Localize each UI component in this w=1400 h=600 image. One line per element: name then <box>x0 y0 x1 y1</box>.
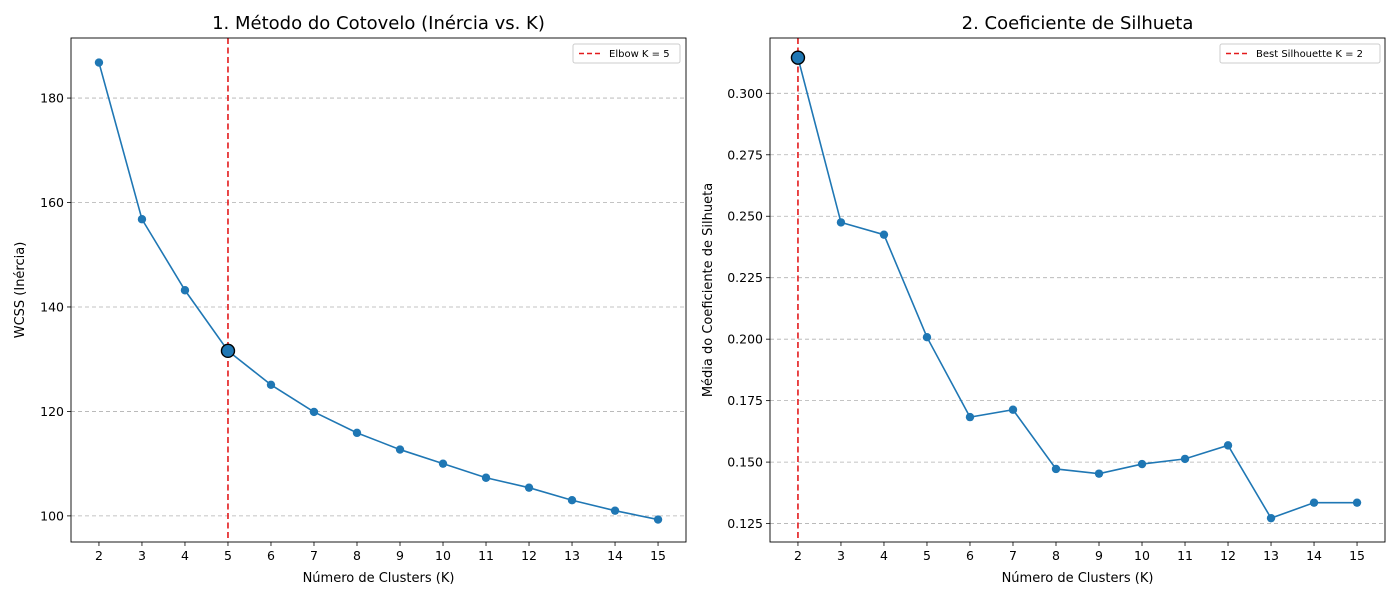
data-point <box>567 496 577 505</box>
data-point <box>309 407 319 417</box>
x-tick-label: 5 <box>224 548 232 563</box>
data-point <box>922 333 932 342</box>
x-tick-label: 11 <box>1177 548 1193 563</box>
x-axis-label: Número de Clusters (K) <box>303 571 455 586</box>
y-tick-label: 0.225 <box>727 270 763 285</box>
y-tick-label: 100 <box>40 508 64 523</box>
data-point <box>352 428 362 438</box>
data-point <box>180 286 190 295</box>
highlight-point <box>220 343 236 359</box>
x-tick-label: 12 <box>1220 548 1236 563</box>
data-point <box>266 380 276 389</box>
x-tick-label: 14 <box>1306 548 1322 563</box>
y-tick-label: 160 <box>40 195 64 210</box>
x-tick-label: 13 <box>564 548 580 563</box>
x-tick-label: 12 <box>521 548 537 563</box>
chart-title: 2. Coeficiente de Silhueta <box>962 13 1194 34</box>
y-tick-label: 0.250 <box>727 209 763 224</box>
data-point <box>524 483 534 492</box>
data-point <box>1266 513 1276 523</box>
legend: Best Silhouette K = 2 <box>1219 43 1381 64</box>
y-tick-label: 0.125 <box>727 516 763 531</box>
data-point <box>1309 498 1319 507</box>
data-point <box>965 412 975 422</box>
x-tick-label: 7 <box>1009 548 1017 563</box>
series-line <box>797 57 1358 520</box>
x-tick-label: 5 <box>923 548 931 563</box>
data-point <box>836 218 846 227</box>
legend-frame <box>572 43 681 64</box>
legend-label: Best Silhouette K = 2 <box>1256 49 1363 60</box>
x-tick-label: 9 <box>1095 548 1103 563</box>
silhouette-chart: 2. Coeficiente de Silhueta Número de Clu… <box>701 13 1386 586</box>
y-tick-label: 0.200 <box>727 332 763 347</box>
data-point <box>1223 441 1233 450</box>
data-point <box>1137 459 1147 469</box>
y-tick-label: 0.150 <box>727 455 763 470</box>
data-point <box>1180 454 1190 464</box>
y-tick-label: 180 <box>40 91 64 106</box>
y-tick-label: 120 <box>40 404 64 419</box>
x-tick-label: 15 <box>650 548 666 563</box>
data-point <box>1094 469 1104 478</box>
x-tick-label: 11 <box>478 548 494 563</box>
data-point <box>481 473 491 482</box>
data-point <box>137 215 147 224</box>
axes-frame <box>70 37 687 543</box>
data-point <box>1051 464 1061 474</box>
x-tick-label: 2 <box>794 548 802 563</box>
x-tick-label: 6 <box>966 548 974 563</box>
x-tick-label: 4 <box>880 548 888 563</box>
data-point <box>610 506 620 515</box>
plot-area <box>94 38 663 542</box>
y-tick-label: 140 <box>40 299 64 314</box>
axis-ticks: 0.125 0.150 0.175 0.200 0.225 0.250 0.275 0.300… <box>727 37 1386 563</box>
y-gridlines <box>770 92 1385 524</box>
x-tick-label: 13 <box>1263 548 1279 563</box>
x-tick-label: 15 <box>1349 548 1365 563</box>
legend-frame <box>1219 43 1381 64</box>
data-point <box>1352 498 1362 507</box>
series-line <box>98 62 659 521</box>
y-axis-label: WCSS (Inércia) <box>13 242 28 339</box>
x-tick-label: 3 <box>837 548 845 563</box>
x-tick-label: 10 <box>1134 548 1150 563</box>
elbow-chart: 1. Método do Cotovelo (Inércia vs. K) Nú… <box>13 13 687 586</box>
data-point <box>438 459 448 468</box>
data-point <box>879 230 889 239</box>
x-tick-label: 3 <box>138 548 146 563</box>
y-gridlines <box>71 97 686 517</box>
x-tick-label: 10 <box>435 548 451 563</box>
legend: Elbow K = 5 <box>572 43 681 64</box>
plot-area <box>790 38 1362 542</box>
axes-frame <box>769 37 1386 543</box>
data-point <box>94 58 104 67</box>
y-tick-label: 0.175 <box>727 393 763 408</box>
data-point <box>395 445 405 454</box>
x-axis-label: Número de Clusters (K) <box>1002 571 1154 586</box>
chart-title: 1. Método do Cotovelo (Inércia vs. K) <box>212 13 545 34</box>
x-tick-label: 7 <box>310 548 318 563</box>
x-tick-label: 2 <box>95 548 103 563</box>
axis-ticks: 100 120 140 160 180 2 3 4 5 6 7 8 9 10 11 12 13 14 15 <box>40 37 687 563</box>
highlight-point <box>790 50 806 65</box>
x-tick-label: 8 <box>353 548 361 563</box>
x-tick-label: 4 <box>181 548 189 563</box>
y-axis-label: Média do Coeficiente de Silhueta <box>701 183 716 397</box>
data-point <box>653 515 663 524</box>
data-point <box>1008 405 1018 414</box>
x-tick-label: 14 <box>607 548 623 563</box>
y-tick-label: 0.275 <box>727 147 763 162</box>
x-tick-label: 6 <box>267 548 275 563</box>
y-tick-label: 0.300 <box>727 86 763 101</box>
legend-label: Elbow K = 5 <box>609 49 670 60</box>
x-tick-label: 9 <box>396 548 404 563</box>
x-tick-label: 8 <box>1052 548 1060 563</box>
